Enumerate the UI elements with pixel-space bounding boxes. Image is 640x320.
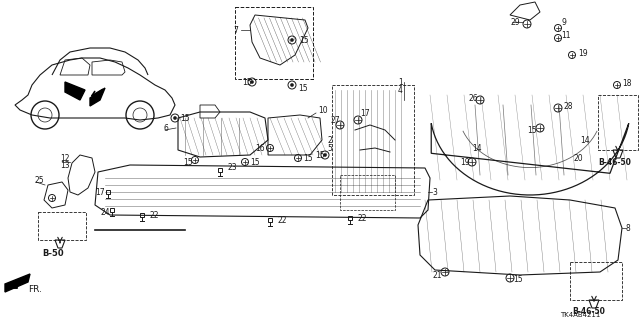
Bar xyxy=(340,175,395,210)
Text: 5: 5 xyxy=(327,143,332,153)
Text: 15: 15 xyxy=(242,77,252,86)
Text: 3: 3 xyxy=(432,188,437,196)
Text: 22: 22 xyxy=(149,211,159,220)
Text: 10: 10 xyxy=(318,106,328,115)
Bar xyxy=(268,218,272,222)
Text: TK4AB4211: TK4AB4211 xyxy=(560,312,600,318)
Text: 29: 29 xyxy=(510,18,520,27)
Text: 20: 20 xyxy=(574,154,584,163)
Text: 11: 11 xyxy=(561,30,570,39)
Text: 13: 13 xyxy=(60,161,70,170)
Text: 8: 8 xyxy=(625,223,630,233)
Polygon shape xyxy=(90,88,105,106)
Text: 25: 25 xyxy=(34,175,44,185)
Text: 19: 19 xyxy=(578,49,588,58)
Bar xyxy=(598,95,638,150)
Text: B-46-50: B-46-50 xyxy=(572,308,605,316)
Text: 24: 24 xyxy=(100,207,109,217)
Polygon shape xyxy=(65,82,85,100)
Circle shape xyxy=(250,80,253,84)
Text: 9: 9 xyxy=(561,18,566,27)
Text: 23: 23 xyxy=(227,163,237,172)
Text: 22: 22 xyxy=(357,213,367,222)
Text: 15: 15 xyxy=(315,150,324,159)
Text: 28: 28 xyxy=(563,101,573,110)
Circle shape xyxy=(291,84,294,87)
Text: 27: 27 xyxy=(330,116,340,124)
Text: 2: 2 xyxy=(327,135,332,145)
Text: 4: 4 xyxy=(398,85,403,94)
Bar xyxy=(348,216,352,220)
Text: 15: 15 xyxy=(298,84,308,92)
Text: 6: 6 xyxy=(163,124,168,132)
Polygon shape xyxy=(5,274,30,292)
Bar xyxy=(218,168,222,172)
Bar xyxy=(332,85,414,195)
Bar xyxy=(570,262,622,300)
Text: 22: 22 xyxy=(277,215,287,225)
Text: FR.: FR. xyxy=(28,285,42,294)
Text: 7: 7 xyxy=(233,26,238,35)
Bar xyxy=(38,212,86,240)
Text: 15: 15 xyxy=(303,154,312,163)
Circle shape xyxy=(291,38,294,42)
Bar xyxy=(110,208,114,212)
Bar xyxy=(106,190,110,194)
Text: 15: 15 xyxy=(250,157,260,166)
Text: 17: 17 xyxy=(95,188,104,196)
Text: 15: 15 xyxy=(513,276,523,284)
Circle shape xyxy=(323,153,326,156)
Text: 15: 15 xyxy=(527,125,536,134)
Text: B-50: B-50 xyxy=(42,249,63,258)
Text: 14: 14 xyxy=(472,143,482,153)
Text: 19: 19 xyxy=(460,157,470,166)
Text: B-46-50: B-46-50 xyxy=(598,157,631,166)
Text: 14: 14 xyxy=(580,135,589,145)
Text: 26: 26 xyxy=(468,93,477,102)
Circle shape xyxy=(173,116,177,120)
Text: 15: 15 xyxy=(299,36,308,44)
Text: 17: 17 xyxy=(360,108,370,117)
Bar xyxy=(140,213,144,217)
Text: 12: 12 xyxy=(60,154,70,163)
Text: 15: 15 xyxy=(180,114,189,123)
Text: 18: 18 xyxy=(622,78,632,87)
Text: 16: 16 xyxy=(255,143,264,153)
Bar xyxy=(235,7,313,79)
Text: 21: 21 xyxy=(432,270,442,279)
Text: 15: 15 xyxy=(183,157,193,166)
Text: 1: 1 xyxy=(398,77,403,86)
